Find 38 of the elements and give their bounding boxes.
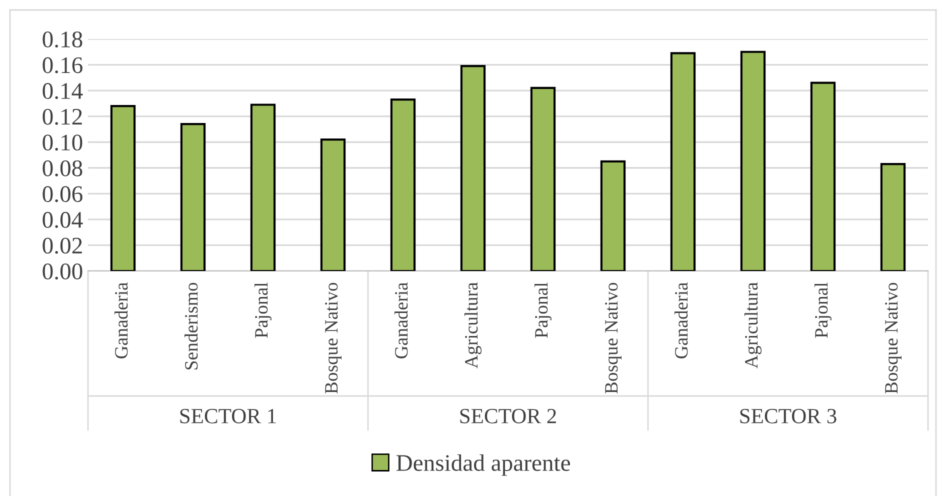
x-tick-label: Agricultura xyxy=(464,282,482,368)
legend-label: Densidad aparente xyxy=(396,454,570,476)
x-tick-label: Senderismo xyxy=(184,282,198,370)
x-tick-label: Ganaderia xyxy=(114,282,128,358)
bar xyxy=(250,104,276,271)
y-tick-label: 0.14 xyxy=(42,83,83,100)
bar xyxy=(390,98,416,271)
x-tick-label: Agricultura xyxy=(744,282,762,368)
x-tick-label: Bosque Nativo xyxy=(325,282,342,394)
y-tick-label: 0.06 xyxy=(42,186,82,202)
x-tick-label: Ganaderia xyxy=(674,282,688,358)
x-tick-label: Pajonal xyxy=(814,282,832,338)
x-tick-label: Bosque Nativo xyxy=(885,282,902,394)
bar xyxy=(810,82,836,271)
y-tick-label: 0.12 xyxy=(42,108,82,125)
text: SECTOR 1 xyxy=(180,408,276,424)
bar xyxy=(180,123,206,271)
y-tick-label: 0.10 xyxy=(42,134,82,151)
y-tick-label: 0.04 xyxy=(42,212,83,228)
y-tick-label: 0.16 xyxy=(42,57,82,74)
y-tick-label: 0.02 xyxy=(42,238,82,254)
bar xyxy=(880,162,906,271)
bar xyxy=(460,65,486,271)
x-tick-label: Pajonal xyxy=(254,282,272,338)
x-tick-label: Ganaderia xyxy=(394,282,408,358)
y-tick-label: 0.18 xyxy=(42,31,82,48)
bar xyxy=(530,86,556,271)
x-tick-label: Bosque Nativo xyxy=(605,282,622,394)
bar xyxy=(670,52,696,271)
bar xyxy=(320,138,346,271)
text: SECTOR 3 xyxy=(740,408,836,424)
bar xyxy=(740,50,766,271)
bar xyxy=(600,160,626,271)
y-tick-label: 0.08 xyxy=(42,160,82,176)
x-tick-label: Pajonal xyxy=(534,282,552,338)
bar xyxy=(110,104,136,271)
y-tick-label: 0.00 xyxy=(42,263,82,280)
text: SECTOR 2 xyxy=(460,408,556,424)
